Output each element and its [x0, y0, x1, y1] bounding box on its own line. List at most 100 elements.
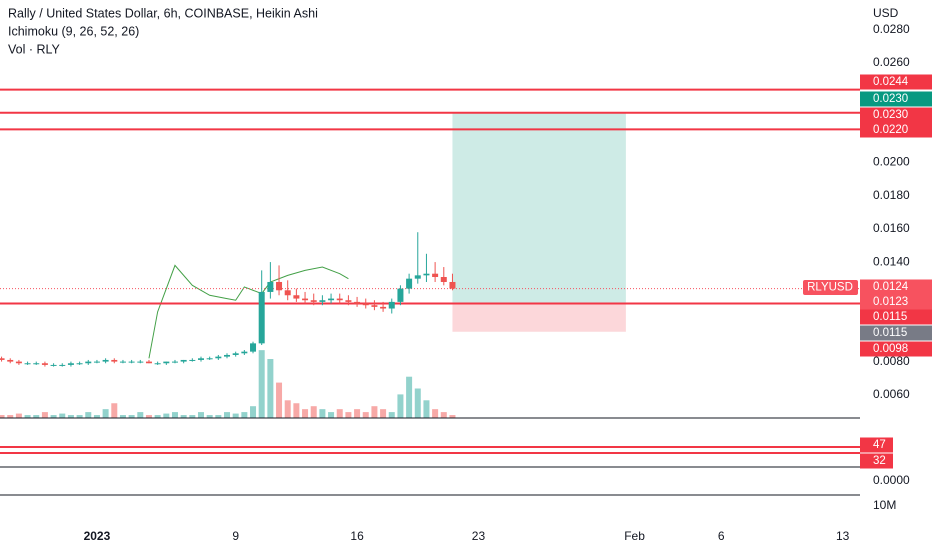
plot	[0, 88, 860, 418]
candle-body	[362, 303, 369, 306]
symbol-label: RLYUSD	[807, 282, 853, 294]
volume-bar	[371, 406, 378, 418]
candle-body	[449, 281, 456, 289]
volume-bar	[284, 400, 291, 418]
volume-bar	[128, 415, 135, 418]
candle-body	[128, 361, 135, 363]
candle-body	[267, 281, 274, 292]
volume-bar	[93, 415, 100, 418]
volume-bar	[215, 415, 222, 418]
x-tick-label: 2023	[84, 529, 111, 543]
price-label-box	[860, 341, 932, 357]
volume-bar	[197, 412, 204, 418]
candle-body	[76, 363, 83, 365]
volume-bar	[224, 412, 231, 418]
candle-body	[354, 301, 361, 304]
volume-bar	[67, 415, 74, 418]
candle-body	[50, 364, 57, 366]
indicator-label: Ichimoku (9, 26, 52, 26)	[8, 24, 139, 38]
candle-body	[24, 363, 31, 365]
candle-body	[41, 363, 48, 365]
volume-bar	[50, 415, 57, 418]
price-label: 0.0115	[873, 327, 907, 339]
candle-body	[371, 305, 378, 307]
volume-bar	[250, 406, 257, 418]
candle-body	[224, 354, 231, 357]
volume-bar	[137, 412, 144, 418]
volume-bar	[293, 403, 300, 418]
volume-bar	[423, 400, 430, 418]
volume-bar	[180, 415, 187, 418]
candle-body	[215, 356, 222, 359]
volume-bar	[319, 409, 326, 418]
candle-body	[197, 358, 204, 360]
price-label: 0.0230	[873, 93, 908, 105]
price-label-box	[860, 74, 932, 90]
candle-body	[111, 359, 118, 362]
candle-body	[302, 298, 309, 301]
candle-body	[85, 361, 92, 364]
symbol-label-box	[803, 280, 858, 295]
candle-body	[180, 359, 187, 362]
price-label-box	[860, 279, 932, 295]
volume-bar	[354, 409, 361, 418]
volume-bar	[145, 415, 152, 418]
candle-body	[15, 361, 22, 364]
y-tick-label: 0.0180	[873, 188, 910, 202]
candle-body	[59, 364, 66, 366]
x-tick-label: 23	[472, 529, 486, 543]
candle-body	[171, 361, 178, 363]
price-label: 0.0115	[873, 311, 907, 323]
candle-body	[7, 359, 14, 362]
volume-bar	[267, 359, 274, 418]
price-label-box	[860, 91, 932, 107]
volume-bar	[232, 413, 239, 418]
volume-bar	[380, 409, 387, 418]
volume-bar	[102, 409, 109, 418]
candle-body	[414, 275, 421, 279]
price-label-box	[860, 309, 932, 325]
volume-bar	[388, 412, 395, 418]
y-tick-label: 0.0280	[873, 22, 910, 36]
candle-body	[67, 363, 74, 365]
x-tick-label: 16	[350, 529, 364, 543]
volume-bar	[310, 406, 317, 418]
y-tick-label: 0.0160	[873, 221, 910, 235]
level-label: 32	[873, 455, 886, 467]
candle-body	[328, 298, 335, 301]
candle-body	[33, 363, 40, 365]
price-label: 0.0123	[873, 296, 908, 308]
volume-bar	[302, 409, 309, 418]
chart-title: Rally / United States Dollar, 6h, COINBA…	[8, 6, 318, 20]
volume-bar	[345, 412, 352, 418]
candle-body	[293, 295, 300, 299]
price-label: 0.0098	[873, 343, 908, 355]
candle-body	[440, 277, 447, 282]
volume-bar	[171, 412, 178, 418]
volume-bar	[0, 415, 5, 418]
level-label-box	[860, 453, 893, 469]
candle-body	[319, 300, 326, 302]
candle-body	[310, 300, 317, 302]
volume-bar	[33, 415, 40, 418]
candle-body	[432, 273, 439, 278]
pane-axis-label: 10M	[873, 498, 896, 512]
price-label: 0.0220	[873, 124, 908, 136]
candle-body	[163, 361, 170, 364]
candle-body	[276, 281, 283, 291]
candle-body	[232, 353, 239, 355]
price-label: 0.0230	[873, 109, 908, 121]
candle-body	[189, 359, 196, 361]
lagging-span	[148, 264, 349, 359]
volume-bar	[336, 409, 343, 418]
stop-zone	[452, 303, 626, 332]
candle-body	[397, 288, 404, 302]
volume-bar	[206, 415, 213, 418]
candle-body	[93, 361, 100, 363]
candle-body	[137, 361, 144, 363]
candle-body	[119, 361, 126, 363]
volume-bar	[85, 412, 92, 418]
volume-bar	[154, 415, 161, 418]
